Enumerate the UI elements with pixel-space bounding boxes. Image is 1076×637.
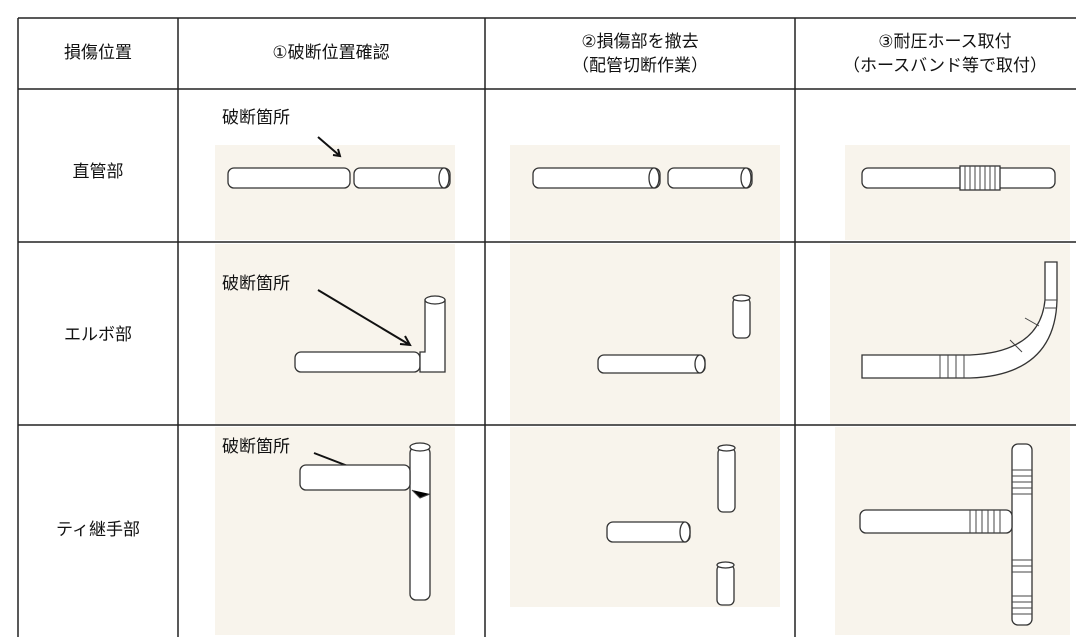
header-cell: （配管切断作業）	[572, 56, 708, 76]
row-label: ティ継手部	[56, 520, 140, 540]
tee-illustrations	[299, 442, 1033, 626]
straight-pipe-illustrations	[227, 136, 1056, 191]
header-cell: ②損傷部を撤去	[581, 32, 698, 52]
annotation: 破断箇所	[222, 274, 290, 294]
header-cell: （ホースバンド等で取付）	[843, 56, 1047, 76]
annotation: 破断箇所	[222, 108, 290, 128]
header-cell: ①破断位置確認	[272, 43, 389, 63]
annotation: 破断箇所	[222, 437, 290, 457]
header-cell: ③耐圧ホース取付	[878, 32, 1011, 52]
row-label: 直管部	[73, 162, 124, 182]
row-label: エルボ部	[64, 325, 132, 345]
table-grid	[17, 17, 1076, 637]
elbow-illustrations	[294, 261, 1058, 379]
illustration-backgrounds	[215, 145, 1070, 635]
header-cell: 損傷位置	[64, 43, 132, 63]
